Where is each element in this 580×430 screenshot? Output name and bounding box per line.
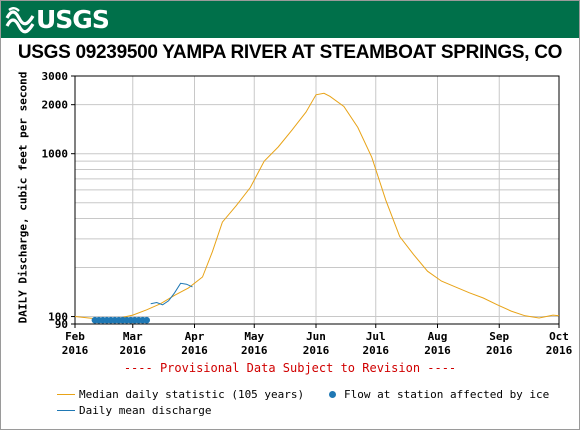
legend-label-median: Median daily statistic (105 years): [79, 388, 305, 401]
x-tick-label-month: Aug: [428, 330, 448, 343]
mean-line-swatch: [57, 410, 75, 411]
x-tick-label-year: 2016: [241, 344, 268, 357]
x-tick-label-month: Jul: [366, 330, 386, 343]
x-tick-label-year: 2016: [546, 344, 573, 357]
x-tick-label-year: 2016: [424, 344, 451, 357]
x-tick-label-month: Mar: [123, 330, 143, 343]
x-tick-label-year: 2016: [120, 344, 147, 357]
y-tick-label: 2000: [42, 99, 69, 112]
ice-point: [143, 316, 151, 324]
plot-area: [75, 76, 559, 324]
x-tick-label-month: Oct: [549, 330, 569, 343]
usgs-logo[interactable]: USGS: [5, 5, 110, 35]
x-tick-label-year: 2016: [363, 344, 390, 357]
x-tick-label-year: 2016: [303, 344, 330, 357]
x-tick-label-month: Apr: [185, 330, 205, 343]
y-tick-label: 100: [48, 311, 68, 324]
x-tick-label-month: Jun: [306, 330, 326, 343]
y-axis-label: DAILY Discharge, cubic feet per second: [16, 71, 30, 324]
x-tick-label-year: 2016: [181, 344, 208, 357]
x-tick-label-month: Sep: [489, 330, 509, 343]
y-tick-label: 90: [55, 318, 68, 331]
x-tick-label-year: 2016: [486, 344, 513, 357]
y-tick-label: 1000: [42, 148, 69, 161]
ice-dot-swatch: [329, 391, 336, 398]
legend-item-ice: Flow at station affected by ice: [329, 388, 549, 401]
x-tick-label-month: May: [244, 330, 264, 343]
y-tick-label: 3000: [42, 70, 69, 83]
provisional-note: ---- Provisional Data Subject to Revisio…: [123, 361, 457, 375]
mean-series-line: [150, 282, 193, 306]
chart-title: USGS 09239500 YAMPA RIVER AT STEAMBOAT S…: [17, 42, 563, 63]
legend-item-median: Median daily statistic (105 years): [57, 388, 304, 401]
usgs-logo-text: USGS: [36, 5, 110, 34]
median-line-swatch: [57, 394, 75, 395]
legend-item-mean: Daily mean discharge: [57, 404, 211, 417]
legend-label-ice: Flow at station affected by ice: [344, 388, 550, 401]
usgs-banner: USGS: [1, 1, 579, 38]
plot-border: [74, 75, 560, 325]
usgs-wave-icon: [5, 7, 35, 34]
x-tick-label-month: Feb: [65, 330, 85, 343]
legend-label-mean: Daily mean discharge: [79, 404, 212, 417]
x-tick-label-year: 2016: [62, 344, 89, 357]
median-series-line: [74, 92, 560, 320]
